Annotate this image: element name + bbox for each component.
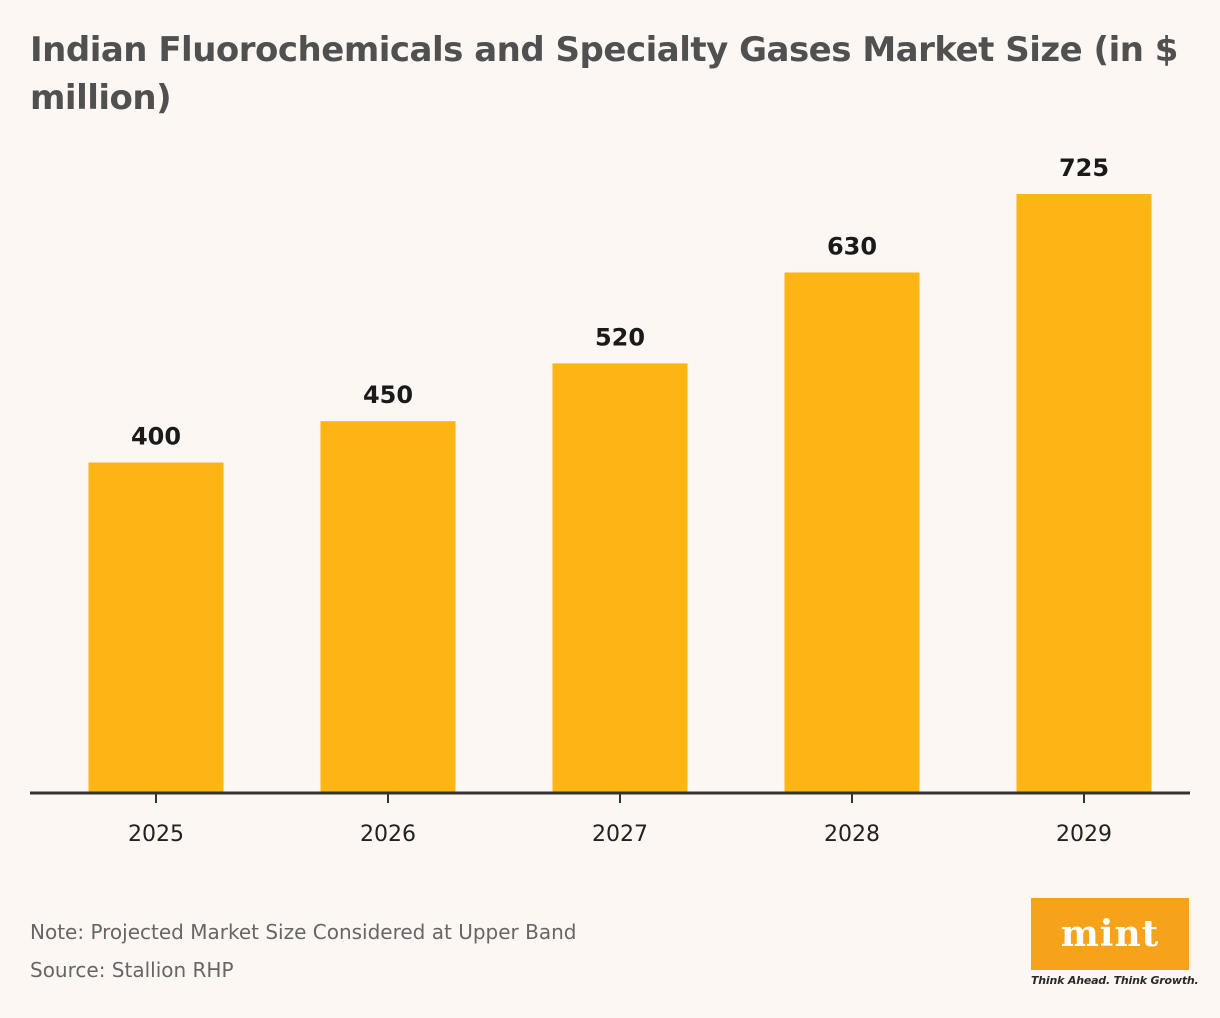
value-label-2026: 450: [363, 381, 413, 409]
bar-2027: [552, 363, 688, 793]
mint-logo: mint: [1031, 898, 1189, 970]
logo-tagline: Think Ahead. Think Growth.: [1031, 974, 1199, 987]
bars-group: [88, 194, 1152, 794]
value-label-2027: 520: [595, 323, 645, 351]
value-labels-group: 400 450 520 630 725: [131, 154, 1109, 451]
x-tick-label-2027: 2027: [592, 822, 648, 847]
x-tick-label-2025: 2025: [128, 822, 184, 847]
value-label-2028: 630: [827, 232, 877, 260]
bar-2028: [784, 272, 920, 794]
bar-chart: 400 450 520 630 725 2025 2026 2027 2028 2029: [30, 154, 1190, 847]
x-tick-label-2028: 2028: [824, 822, 880, 847]
x-axis-tick-labels: 2025 2026 2027 2028 2029: [128, 822, 1112, 847]
bar-2025: [88, 462, 224, 793]
chart-source: Source: Stallion RHP: [30, 958, 234, 982]
value-label-2025: 400: [131, 423, 181, 451]
x-axis-ticks: [155, 793, 1085, 803]
x-tick-label-2026: 2026: [360, 822, 416, 847]
logo-text: mint: [1060, 913, 1160, 955]
value-label-2029: 725: [1059, 154, 1109, 182]
chart-title: Indian Fluorochemicals and Specialty Gas…: [30, 30, 1178, 118]
bar-2029: [1016, 194, 1152, 793]
x-tick-label-2029: 2029: [1056, 822, 1112, 847]
chart-note: Note: Projected Market Size Considered a…: [30, 920, 577, 944]
bar-2026: [320, 421, 456, 793]
